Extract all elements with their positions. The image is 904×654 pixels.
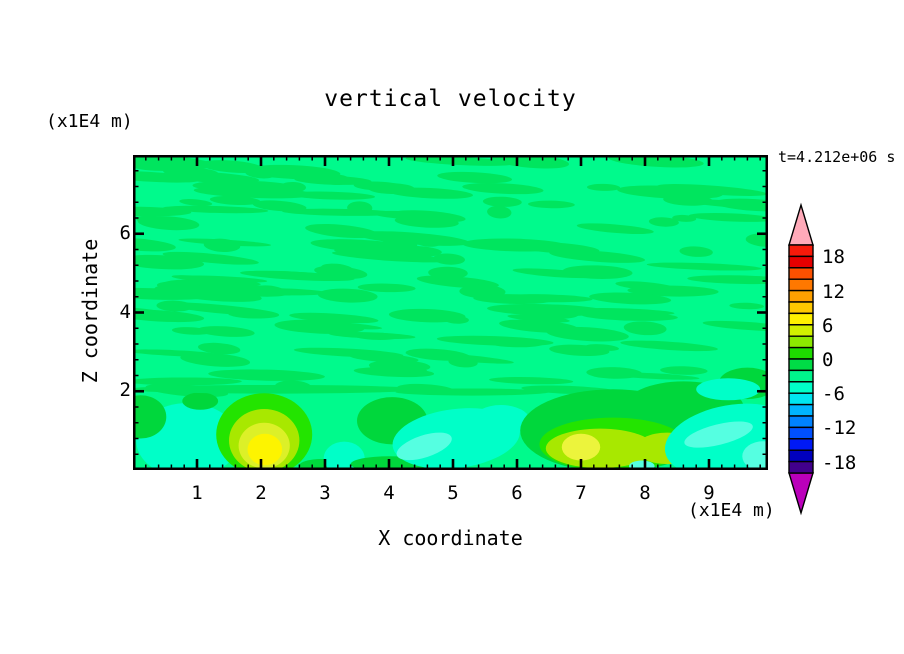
x-axis-unit-label: (x1E4 m): [688, 500, 775, 521]
colorbar-tick-label: 18: [822, 246, 845, 269]
time-stamp: t=4.212e+06 s: [778, 148, 896, 166]
colorbar-tick-label: -6: [822, 383, 845, 406]
x-tick-label: 3: [319, 482, 331, 504]
colorbar-tick-label: -12: [822, 417, 857, 440]
x-tick-label: 5: [447, 482, 459, 504]
x-tick-label: 2: [255, 482, 267, 504]
colorbar-tick-label: 12: [822, 280, 845, 303]
x-tick-label: 6: [511, 482, 523, 504]
x-tick-label: 8: [639, 482, 651, 504]
z-tick-label: 4: [119, 300, 131, 323]
x-tick-label: 4: [383, 482, 395, 504]
contour-plot: [133, 155, 768, 470]
colorbar: [788, 202, 814, 516]
z-axis-unit-label: (x1E4 m): [46, 111, 133, 132]
x-tick-label: 1: [191, 482, 203, 504]
z-tick-label: 2: [119, 379, 131, 402]
x-axis-label: X coordinate: [378, 526, 523, 550]
x-tick-label: 7: [575, 482, 587, 504]
colorbar-tick-label: 0: [822, 349, 834, 371]
colorbar-tick-label: -18: [822, 451, 857, 474]
colorbar-tick-label: 6: [822, 314, 834, 337]
z-axis-label: Z coordinate: [78, 238, 102, 384]
z-tick-label: 6: [119, 221, 131, 244]
x-tick-label: 9: [703, 482, 715, 504]
chart-title: vertical velocity: [324, 86, 577, 112]
